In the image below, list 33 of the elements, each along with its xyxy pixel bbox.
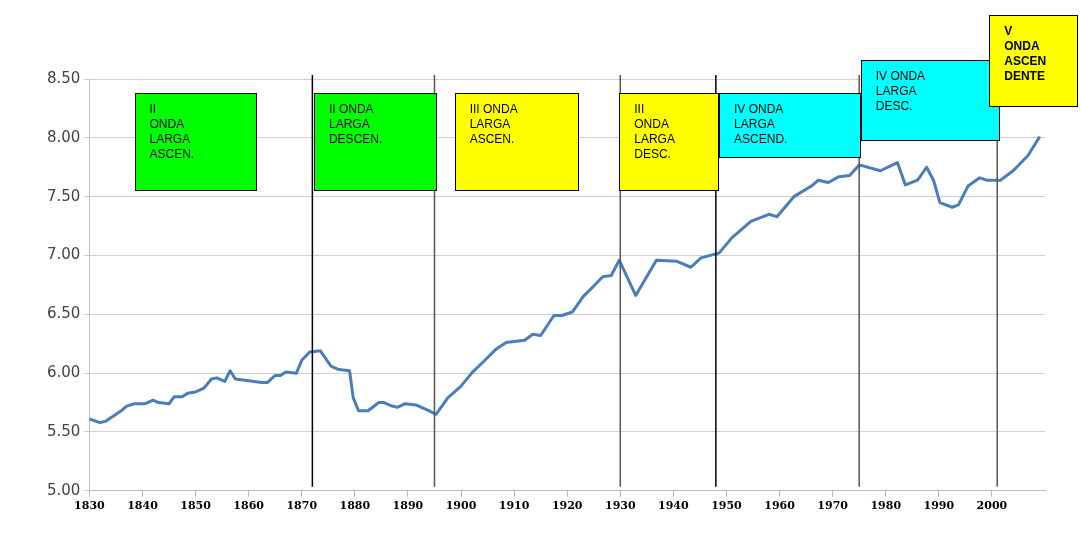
x-tick-label: 1980 <box>870 499 902 513</box>
x-tick-label: 1970 <box>817 499 849 513</box>
x-tick-label: 1950 <box>711 499 743 513</box>
text-box: IV ONDA LARGA DESC. <box>860 60 1001 142</box>
x-tick-label: 1830 <box>74 499 106 513</box>
x-tick-label: 1920 <box>551 499 583 513</box>
x-tick-label: 1900 <box>445 499 477 513</box>
x-tick-label: 1840 <box>127 499 159 513</box>
text-box: II ONDA LARGA ASCEN. <box>134 93 258 191</box>
y-tick-label: 6.00 <box>46 363 81 382</box>
text-box: II ONDA LARGA DESCEN. <box>313 93 437 191</box>
x-tick-label: 1860 <box>233 499 265 513</box>
x-tick-label: 1960 <box>764 499 796 513</box>
x-tick-label: 1910 <box>498 499 530 513</box>
x-tick-label: 2000 <box>976 499 1008 513</box>
y-tick-label: 7.50 <box>46 186 81 205</box>
text-box: III ONDA LARGA DESC. <box>619 93 719 191</box>
x-tick-label: 1850 <box>180 499 212 513</box>
y-tick-label: 5.50 <box>46 421 81 440</box>
x-tick-label: 1940 <box>658 499 690 513</box>
y-tick-label: 5.00 <box>46 480 81 499</box>
x-tick-label: 1990 <box>923 499 955 513</box>
x-tick-label: 1930 <box>604 499 636 513</box>
text-box: III ONDA LARGA ASCEN. <box>454 93 580 191</box>
y-tick-label: 7.00 <box>46 245 81 264</box>
y-tick-label: 8.50 <box>46 68 81 87</box>
y-tick-label: 8.00 <box>46 127 81 146</box>
text-box: V ONDA ASCEN DENTE <box>989 15 1078 108</box>
x-tick-label: 1880 <box>339 499 371 513</box>
text-box: IV ONDA LARGA ASCEND. <box>719 93 861 158</box>
y-tick-label: 6.50 <box>46 304 81 323</box>
x-tick-label: 1890 <box>392 499 424 513</box>
x-tick-label: 1870 <box>286 499 318 513</box>
